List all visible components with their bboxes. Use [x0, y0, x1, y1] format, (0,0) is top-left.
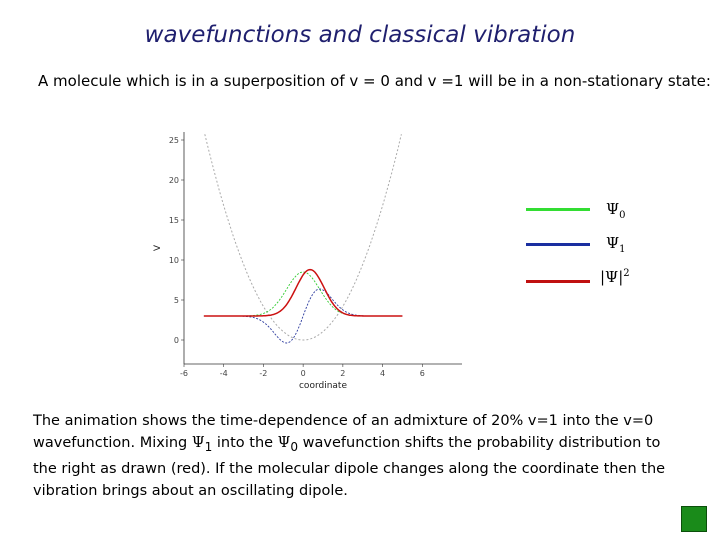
x-tick-label: 0 [301, 369, 306, 378]
slide-title: wavefunctions and classical vibration [144, 22, 576, 48]
x-tick-label: -4 [220, 369, 228, 378]
y-tick-label: 5 [174, 296, 179, 305]
y-tick-label: 10 [169, 256, 179, 265]
y-tick-label: 25 [169, 136, 179, 145]
legend-line-psi1 [526, 243, 590, 246]
y-tick-label: 15 [169, 216, 179, 225]
legend-label-psi0: Ψ0 [606, 200, 626, 221]
x-tick-label: 6 [420, 369, 425, 378]
wavefunction-chart: -6 -4 -2 0 2 4 6 0 5 10 15 20 25 coordinate V [153, 132, 462, 390]
slide-subtitle: A molecule which is in a superposition o… [38, 72, 711, 90]
x-tick-label: -6 [180, 369, 188, 378]
x-axis-label: coordinate [299, 381, 347, 390]
x-tick-label: 2 [340, 369, 345, 378]
y-tick-label: 0 [174, 336, 179, 345]
legend-label-prob: |Ψ|2 [600, 268, 630, 286]
legend-line-psi0 [526, 208, 590, 211]
x-tick-label: 4 [380, 369, 385, 378]
potential-curve [204, 134, 402, 341]
series-line-0 [203, 271, 403, 317]
y-tick-label: 20 [169, 176, 179, 185]
legend-label-psi1: Ψ1 [606, 234, 626, 255]
description-text: The animation shows the time-dependence … [33, 413, 666, 499]
next-slide-button[interactable] [681, 506, 707, 532]
legend-line-prob [526, 280, 590, 283]
x-tick-label: -2 [259, 369, 267, 378]
series-line-2 [203, 268, 403, 317]
y-axis-label: V [153, 244, 163, 251]
